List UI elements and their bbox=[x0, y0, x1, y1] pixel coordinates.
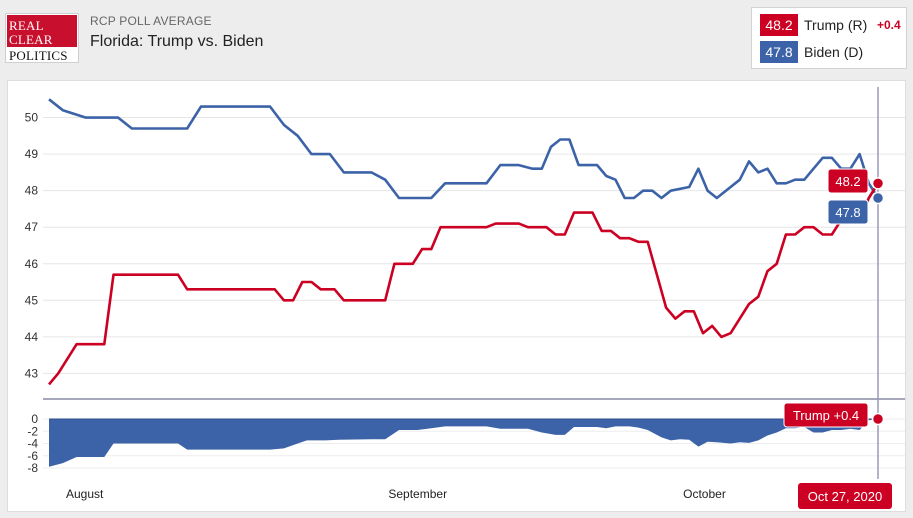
y-tick-label: 48 bbox=[25, 184, 39, 198]
y-tick-label: 50 bbox=[25, 111, 39, 125]
logo-text-real: REAL bbox=[9, 18, 44, 33]
spread-y-tick-label: -6 bbox=[27, 449, 38, 463]
chart-subtitle: RCP POLL AVERAGE bbox=[90, 14, 212, 28]
y-tick-label: 46 bbox=[25, 257, 39, 271]
month-label-october: October bbox=[683, 487, 726, 501]
legend-trump-value: 48.2 bbox=[760, 14, 798, 36]
spread-y-tick-label: -2 bbox=[27, 424, 38, 438]
logo-red-band bbox=[7, 15, 77, 47]
y-tick-label: 43 bbox=[25, 366, 39, 380]
y-tick-label: 45 bbox=[25, 293, 39, 307]
legend-trump-name: Trump (R) bbox=[804, 17, 868, 33]
poll-chart[interactable]: 43 44 45 46 47 48 49 50 0-2-4-6-8 August September… bbox=[8, 81, 905, 511]
legend: 48.2 Trump (R) +0.4 47.8 Biden (D) bbox=[751, 7, 907, 69]
spread-area bbox=[49, 419, 878, 467]
tooltip-trump-box bbox=[827, 168, 869, 194]
y-tick-label: 49 bbox=[25, 147, 39, 161]
spread-y-tick-label: -4 bbox=[27, 437, 38, 451]
header: REAL CLEAR POLITICS RCP POLL AVERAGE Flo… bbox=[0, 0, 913, 80]
spread-y-tick-label: 0 bbox=[31, 412, 38, 426]
month-label-august: August bbox=[66, 487, 104, 501]
trump-hover-dot bbox=[871, 177, 885, 190]
chart-title: Florida: Trump vs. Biden bbox=[90, 33, 264, 50]
tooltip-spread-box bbox=[783, 402, 869, 428]
biden-hover-dot bbox=[871, 191, 885, 205]
tooltip-spread-text: Trump +0.4 bbox=[793, 408, 859, 423]
series-line-biden bbox=[48, 98, 880, 200]
spread-hover-dot bbox=[871, 412, 885, 426]
logo-text-clear: CLEAR bbox=[9, 32, 53, 47]
chart-area[interactable]: 43 44 45 46 47 48 49 50 0 -2 -4 -6 -8 August September… bbox=[7, 80, 906, 512]
legend-trump-change: +0.4 bbox=[877, 18, 901, 32]
rcp-logo[interactable]: REAL CLEAR POLITICS bbox=[5, 13, 79, 63]
tooltip-biden-box bbox=[827, 199, 869, 225]
y-tick-label: 44 bbox=[25, 330, 39, 344]
tooltip-biden-text: 47.8 bbox=[835, 205, 860, 220]
spread-y-tick-label: -8 bbox=[27, 461, 38, 475]
month-label-september: September bbox=[388, 487, 447, 501]
legend-biden-value: 47.8 bbox=[760, 41, 798, 63]
date-tag-text: Oct 27, 2020 bbox=[808, 489, 882, 504]
series-line-trump bbox=[48, 182, 880, 386]
logo-text-politics: POLITICS bbox=[9, 48, 68, 63]
legend-biden-name: Biden (D) bbox=[804, 44, 864, 60]
y-tick-label: 47 bbox=[25, 220, 39, 234]
date-tag-box bbox=[798, 483, 892, 509]
tooltip-trump-text: 48.2 bbox=[835, 174, 860, 189]
